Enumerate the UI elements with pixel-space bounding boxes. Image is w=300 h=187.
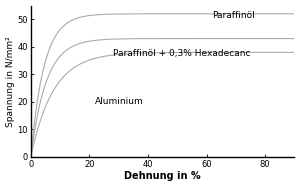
Text: Aluminium: Aluminium — [95, 97, 144, 106]
Text: Paraffinöl + 0,3% Hexadecanc: Paraffinöl + 0,3% Hexadecanc — [113, 49, 250, 58]
Text: Paraffinöl: Paraffinöl — [212, 11, 255, 20]
X-axis label: Dehnung in %: Dehnung in % — [124, 171, 201, 181]
Y-axis label: Spannung in N/mm²: Spannung in N/mm² — [6, 36, 15, 127]
